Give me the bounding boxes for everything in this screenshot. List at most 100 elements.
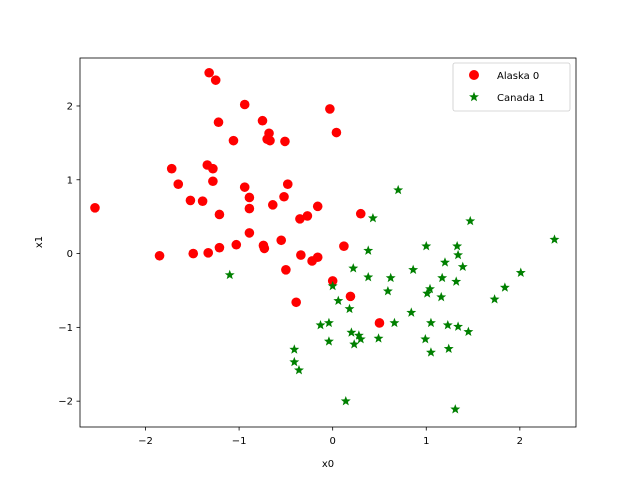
data-point-canada-46 (499, 282, 510, 292)
data-point-canada-24 (406, 307, 417, 317)
data-point-canada-20 (382, 286, 393, 296)
data-point-canada-48 (549, 234, 560, 244)
data-point-alaska-4 (185, 195, 196, 206)
data-point-alaska-17 (231, 239, 242, 250)
legend-marker-alaska (469, 70, 479, 80)
data-point-alaska-14 (214, 209, 225, 220)
data-point-alaska-22 (244, 228, 255, 238)
data-point-canada-13 (349, 339, 360, 349)
data-point-canada-11 (346, 327, 357, 337)
data-point-canada-22 (389, 317, 400, 328)
points-layer (90, 67, 560, 414)
data-point-alaska-37 (296, 250, 306, 260)
data-point-alaska-3 (173, 179, 184, 189)
data-point-canada-32 (436, 291, 447, 302)
data-point-canada-10 (344, 303, 355, 314)
y-tick-label: 0 (67, 249, 73, 260)
data-point-alaska-28 (265, 135, 275, 146)
data-point-alaska-27 (264, 128, 274, 139)
legend: Alaska 0 Canada 1 (452, 62, 571, 112)
y-axis: −2 −1 0 1 2 (58, 101, 80, 408)
y-axis-title: x1 (34, 236, 45, 248)
data-point-canada-23 (393, 184, 404, 195)
plot-area (80, 58, 576, 427)
data-point-alaska-13 (213, 117, 224, 128)
x-tick-label: −2 (138, 436, 153, 447)
data-point-alaska-46 (345, 291, 356, 302)
data-point-alaska-9 (203, 248, 214, 258)
data-point-canada-1 (289, 344, 300, 354)
data-point-canada-34 (440, 257, 450, 267)
data-point-alaska-18 (239, 99, 250, 110)
x-tick-label: 1 (423, 436, 429, 447)
data-point-canada-18 (367, 212, 378, 223)
data-point-canada-47 (515, 267, 526, 277)
data-point-alaska-31 (280, 136, 290, 147)
data-point-canada-39 (452, 240, 463, 251)
x-axis: −2 −1 0 1 2 (138, 427, 523, 447)
data-point-alaska-16 (228, 135, 239, 146)
data-point-canada-3 (294, 364, 304, 375)
y-tick-label: −2 (58, 397, 73, 408)
data-point-alaska-38 (302, 211, 313, 221)
data-point-alaska-2 (166, 163, 177, 174)
plot-frame (79, 57, 577, 428)
data-point-alaska-45 (339, 241, 349, 251)
data-point-alaska-40 (312, 252, 323, 263)
data-point-canada-42 (457, 261, 468, 272)
data-point-canada-43 (463, 326, 474, 336)
data-point-alaska-33 (281, 265, 291, 275)
legend-label-alaska: Alaska 0 (497, 71, 539, 82)
data-point-alaska-5 (188, 248, 199, 259)
legend-label-canada: Canada 1 (497, 93, 545, 104)
data-point-canada-21 (385, 272, 396, 283)
data-point-alaska-1 (154, 250, 165, 261)
data-point-alaska-29 (267, 200, 278, 210)
data-point-canada-41 (453, 321, 464, 331)
data-point-canada-30 (426, 317, 436, 328)
data-point-canada-0 (224, 269, 235, 280)
data-point-alaska-15 (214, 242, 225, 253)
x-tick-label: −1 (232, 436, 247, 447)
data-point-alaska-11 (208, 176, 218, 187)
data-point-canada-16 (363, 271, 374, 282)
data-point-canada-15 (355, 333, 366, 344)
data-point-canada-44 (465, 215, 476, 226)
data-point-alaska-21 (244, 203, 255, 214)
data-point-canada-9 (340, 395, 351, 406)
data-point-canada-14 (353, 330, 364, 340)
data-point-canada-5 (323, 317, 334, 328)
data-point-alaska-12 (210, 75, 221, 85)
y-tick-label: 1 (67, 175, 73, 186)
data-point-canada-31 (426, 347, 436, 357)
data-point-canada-7 (327, 280, 338, 291)
data-point-alaska-47 (355, 208, 366, 219)
data-point-alaska-10 (208, 163, 218, 174)
data-point-canada-29 (425, 283, 435, 294)
x-tick-label: 2 (517, 436, 523, 447)
data-point-alaska-36 (295, 214, 305, 224)
x-axis-title: x0 (322, 459, 334, 470)
legend-marker-canada (469, 91, 479, 102)
data-point-canada-27 (421, 240, 432, 251)
data-point-canada-35 (442, 319, 453, 330)
data-point-alaska-20 (244, 192, 255, 203)
data-point-alaska-23 (257, 115, 268, 126)
data-point-canada-19 (373, 333, 384, 343)
data-point-canada-40 (453, 249, 464, 260)
data-point-canada-12 (348, 263, 359, 273)
data-point-alaska-48 (374, 318, 385, 328)
data-point-canada-26 (420, 333, 431, 344)
data-point-alaska-44 (331, 127, 342, 138)
data-point-alaska-42 (325, 104, 335, 114)
data-point-canada-2 (289, 356, 300, 367)
legend-box (452, 62, 571, 112)
data-point-alaska-25 (259, 243, 270, 254)
data-point-alaska-0 (90, 203, 100, 213)
x-tick-label: 0 (329, 436, 335, 447)
data-point-alaska-19 (239, 182, 250, 192)
data-point-alaska-30 (276, 235, 287, 246)
data-point-canada-4 (315, 319, 326, 330)
data-point-canada-38 (451, 276, 462, 286)
